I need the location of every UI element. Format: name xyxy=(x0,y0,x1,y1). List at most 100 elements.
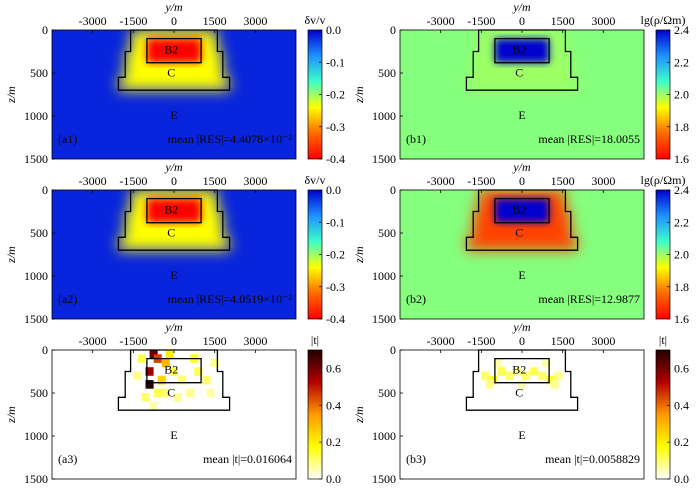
panel-label: (a1) xyxy=(58,132,77,146)
y-tick-label: 1000 xyxy=(24,109,48,123)
x-tick-label: 0 xyxy=(519,14,525,28)
panel-label: (b3) xyxy=(406,452,426,466)
resolution-cell xyxy=(157,375,166,385)
x-tick-label: 1500 xyxy=(551,14,575,28)
x-tick-label: 3000 xyxy=(591,174,615,188)
resolution-cell xyxy=(169,367,178,376)
y-axis-label: z/m xyxy=(4,86,18,104)
colorbar-title: δv/v xyxy=(305,173,326,187)
resolution-cell xyxy=(210,358,219,368)
label-b2: B2 xyxy=(164,202,178,216)
colorbar-tick-label: 0.6 xyxy=(674,361,689,375)
colorbar-tick-label: 1.8 xyxy=(674,280,689,294)
panel-annotation: mean |t|=0.0058829 xyxy=(545,452,640,466)
x-tick-label: 3000 xyxy=(243,14,267,28)
heatmap-field xyxy=(400,350,644,479)
x-tick-label: -3000 xyxy=(79,174,107,188)
colorbar-tick-label: 2.4 xyxy=(674,183,689,197)
label-c: C xyxy=(167,386,175,400)
colorbar-tick-label: 0.0 xyxy=(326,472,341,486)
resolution-cell xyxy=(186,388,195,398)
x-tick-label: -3000 xyxy=(427,334,455,348)
resolution-cell xyxy=(497,367,506,376)
colorbar-tick-label: 0.0 xyxy=(326,23,341,37)
resolution-cell xyxy=(505,371,514,381)
heatmap-field xyxy=(400,30,644,159)
outline-region-c xyxy=(117,189,231,251)
x-tick-label: -1500 xyxy=(119,174,147,188)
outline-region-b2 xyxy=(494,37,550,64)
label-b2: B2 xyxy=(512,202,526,216)
x-tick-label: 0 xyxy=(519,334,525,348)
label-c: C xyxy=(515,226,523,240)
outline-region-c xyxy=(117,349,231,411)
x-tick-label: 3000 xyxy=(591,14,615,28)
x-tick-label: -1500 xyxy=(119,334,147,348)
label-b2: B2 xyxy=(164,362,178,376)
resolution-cell xyxy=(149,350,158,359)
colorbar xyxy=(655,349,671,480)
y-tick-label: 500 xyxy=(30,386,48,400)
label-e: E xyxy=(518,428,525,442)
anomaly-region-b2 xyxy=(146,198,202,223)
panel-annotation: mean |RES|=4.0519×10⁻² xyxy=(168,292,293,306)
y-tick-label: 500 xyxy=(378,386,396,400)
x-tick-label: 3000 xyxy=(243,174,267,188)
x-tick-label: 3000 xyxy=(243,334,267,348)
panel-label: (a3) xyxy=(58,452,77,466)
y-axis-label: z/m xyxy=(4,246,18,264)
anomaly-region-b2 xyxy=(146,38,202,63)
colorbar-tick-label: -0.4 xyxy=(326,152,345,166)
resolution-cell xyxy=(517,380,526,389)
x-tick-label: -3000 xyxy=(427,174,455,188)
y-axis-label: z/m xyxy=(352,246,366,264)
x-axis-label: y/m xyxy=(164,0,183,14)
outline-region-c xyxy=(465,189,579,251)
panel-label: (b1) xyxy=(406,132,426,146)
colorbar-tick-label: -0.1 xyxy=(326,215,345,229)
label-c: C xyxy=(167,66,175,80)
outline-region-b2 xyxy=(146,197,202,224)
x-tick-label: 0 xyxy=(171,174,177,188)
resolution-cell xyxy=(137,354,146,363)
y-tick-label: 0 xyxy=(390,183,396,197)
x-tick-label: -3000 xyxy=(79,14,107,28)
x-tick-label: -1500 xyxy=(119,14,147,28)
resolution-cell xyxy=(133,371,142,381)
x-axis-label: y/m xyxy=(164,320,183,334)
colorbar-tick-label: 0.4 xyxy=(674,398,689,412)
x-tick-label: 1500 xyxy=(203,14,227,28)
resolution-cell xyxy=(489,375,498,385)
resolution-cell xyxy=(178,375,187,385)
y-axis-label: z/m xyxy=(352,406,366,424)
resolution-cell xyxy=(485,380,494,389)
label-c: C xyxy=(515,66,523,80)
x-tick-label: -3000 xyxy=(79,334,107,348)
y-tick-label: 0 xyxy=(42,183,48,197)
x-tick-label: -3000 xyxy=(427,14,455,28)
heatmap-field xyxy=(400,190,644,319)
anomaly-region-b2 xyxy=(494,38,550,63)
y-tick-label: 1500 xyxy=(24,312,48,326)
x-tick-label: -1500 xyxy=(467,174,495,188)
label-c: C xyxy=(167,226,175,240)
heatmap-field xyxy=(52,190,296,319)
colorbar-tick-label: 2.0 xyxy=(674,88,689,102)
panel-annotation: mean |RES|=18.0055 xyxy=(538,132,640,146)
resolution-cell xyxy=(165,350,174,359)
outline-region-b2 xyxy=(146,37,202,64)
resolution-cell xyxy=(550,380,559,389)
y-tick-label: 500 xyxy=(378,66,396,80)
label-b2: B2 xyxy=(512,362,526,376)
resolution-cell xyxy=(153,388,162,398)
colorbar-tick-label: 0.0 xyxy=(674,472,689,486)
colorbar-tick-label: -0.1 xyxy=(326,55,345,69)
y-tick-label: 1500 xyxy=(24,472,48,486)
label-b2: B2 xyxy=(164,42,178,56)
y-tick-label: 0 xyxy=(42,23,48,37)
outline-region-c xyxy=(465,349,579,411)
colorbar-title: |t| xyxy=(659,333,667,347)
resolution-cell xyxy=(141,393,150,402)
